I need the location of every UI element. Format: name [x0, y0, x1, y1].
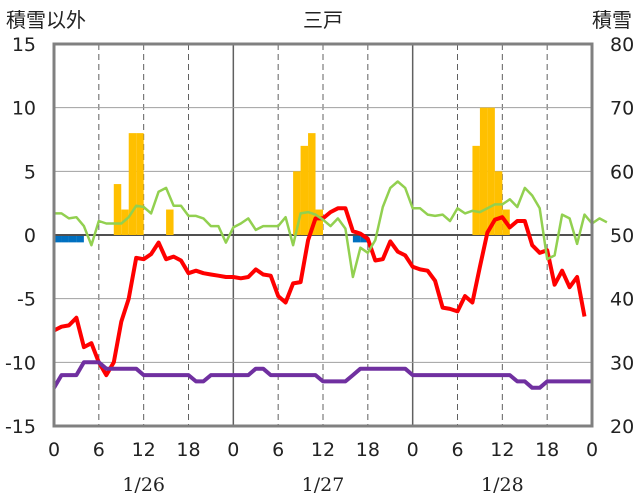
- x-tick-label: 0: [586, 439, 598, 461]
- snowfall-bar: [479, 107, 488, 235]
- x-tick-label: 12: [132, 439, 156, 461]
- snowfall-bar: [136, 133, 144, 235]
- y-right-tick-label: 20: [610, 416, 634, 438]
- x-tick-label: 18: [356, 439, 380, 461]
- y-left-axis-title: 積雪以外: [6, 8, 86, 32]
- precipitation-bar: [54, 236, 62, 243]
- snowfall-bar: [315, 209, 323, 235]
- snowfall-bar: [166, 209, 174, 235]
- y-right-tick-label: 40: [610, 289, 634, 311]
- snowfall-bar: [113, 184, 122, 235]
- x-tick-label: 6: [272, 439, 284, 461]
- precipitation-bar: [352, 236, 361, 243]
- y-right-tick-label: 30: [610, 352, 634, 374]
- precipitation-bar: [360, 236, 368, 243]
- plot-frame: [52, 42, 594, 428]
- precipitation-bar: [68, 236, 77, 243]
- axis-labels: 三戸 積雪以外 積雪 151050-5-10-15807060504030200…: [5, 8, 634, 496]
- y-left-tick-label: 15: [12, 34, 36, 56]
- x-tick-label: 0: [48, 439, 60, 461]
- x-tick-label: 6: [451, 439, 463, 461]
- y-left-tick-label: 5: [24, 161, 36, 183]
- snowfall-bar: [293, 171, 301, 235]
- y-right-tick-label: 70: [610, 98, 634, 120]
- snowfall-bar: [128, 133, 137, 235]
- y-right-tick-label: 50: [610, 225, 634, 247]
- y-left-tick-label: -10: [5, 352, 36, 374]
- x-tick-label: 18: [176, 439, 200, 461]
- date-label: 1/26: [122, 474, 165, 496]
- y-right-axis-title: 積雪: [592, 8, 632, 32]
- x-tick-label: 6: [93, 439, 105, 461]
- y-left-tick-label: 0: [24, 225, 36, 247]
- snowfall-bar: [472, 145, 480, 235]
- pressure-line: [52, 360, 592, 390]
- wind-line: [54, 180, 608, 279]
- y-right-tick-label: 80: [610, 34, 634, 56]
- line-series: [52, 180, 608, 390]
- x-tick-label: 18: [535, 439, 559, 461]
- snowfall-bar: [487, 107, 495, 235]
- snowfall-bar: [300, 145, 309, 235]
- x-tick-label: 0: [407, 439, 419, 461]
- date-label: 1/27: [302, 474, 345, 496]
- chart-title: 三戸: [303, 8, 343, 32]
- y-left-tick-label: -5: [17, 289, 36, 311]
- y-left-tick-label: 10: [12, 98, 36, 120]
- precipitation-bar: [61, 236, 69, 243]
- snowfall-bar: [308, 133, 316, 235]
- y-left-tick-label: -15: [5, 416, 36, 438]
- date-label: 1/28: [481, 474, 524, 496]
- x-tick-label: 12: [490, 439, 514, 461]
- x-tick-label: 0: [227, 439, 239, 461]
- y-right-tick-label: 60: [610, 161, 634, 183]
- snowfall-bar: [121, 209, 129, 235]
- x-tick-label: 12: [311, 439, 335, 461]
- precipitation-bar: [76, 236, 84, 243]
